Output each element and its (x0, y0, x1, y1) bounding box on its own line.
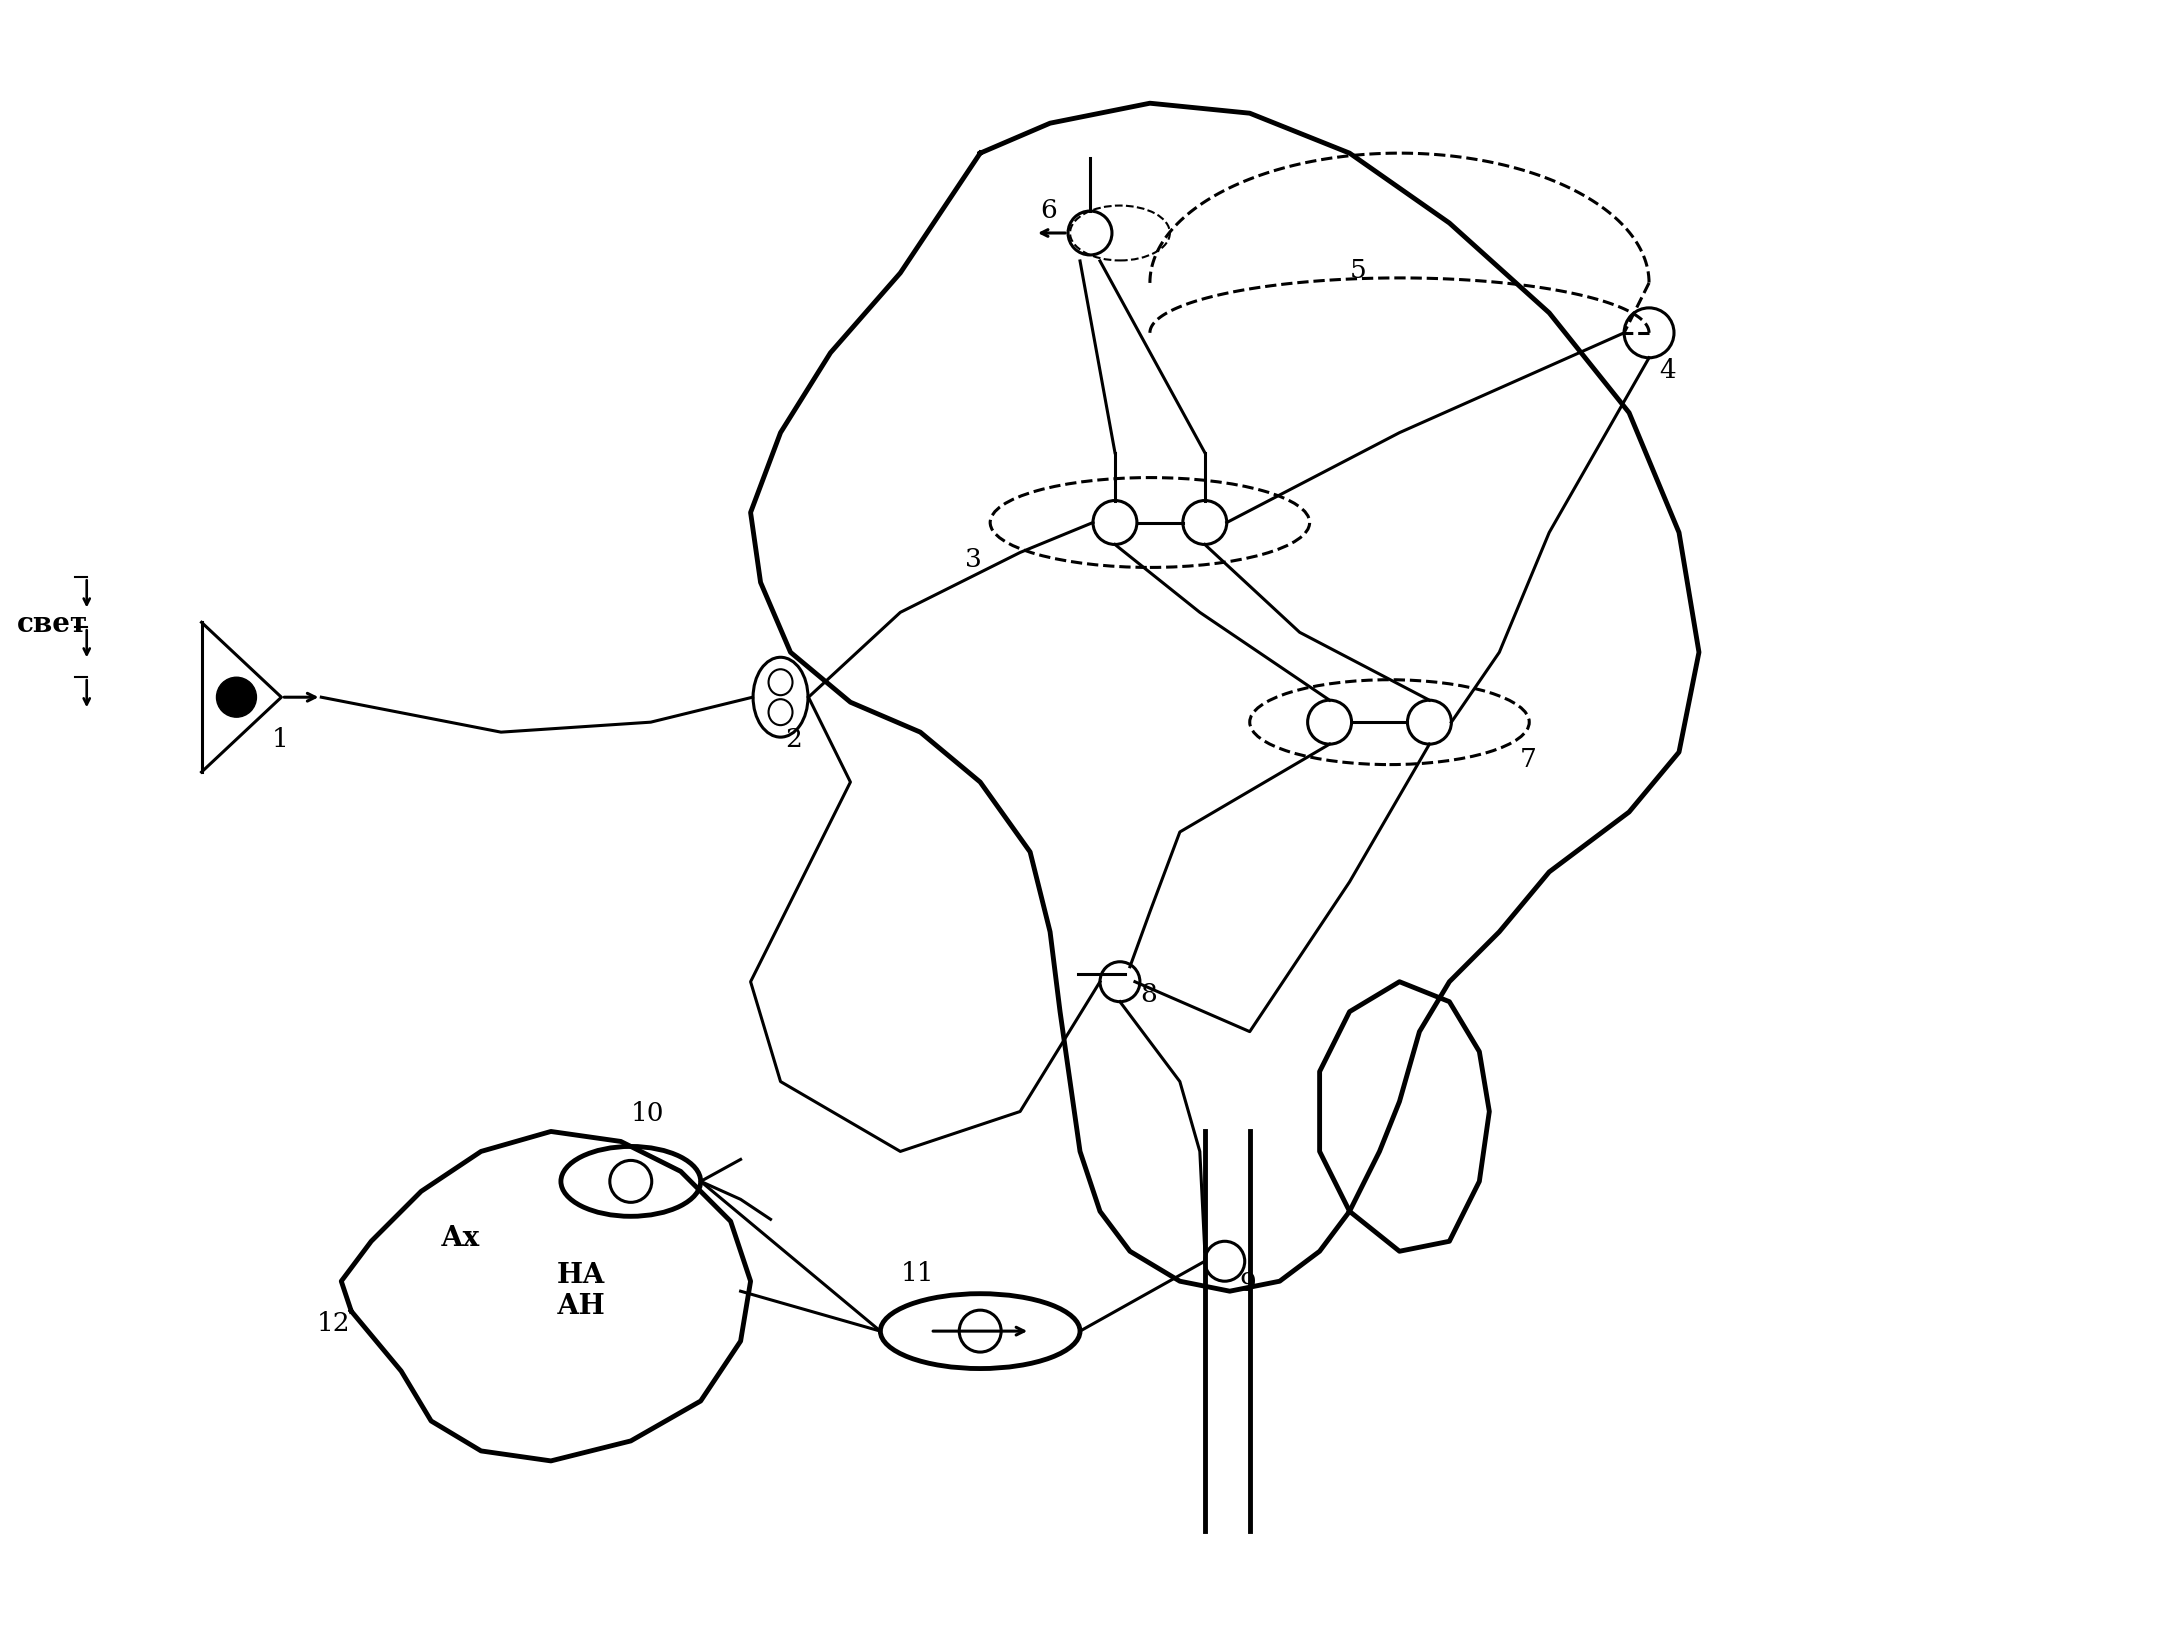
Text: 3: 3 (965, 547, 983, 573)
Text: 2: 2 (786, 728, 802, 752)
Text: 11: 11 (900, 1262, 935, 1286)
Text: 10: 10 (631, 1102, 664, 1126)
Circle shape (216, 677, 256, 716)
Text: 7: 7 (1520, 747, 1535, 772)
Text: свет: свет (17, 612, 87, 638)
Text: 5: 5 (1350, 258, 1367, 282)
Text: Ах: Ах (441, 1226, 480, 1252)
Text: 9: 9 (1241, 1271, 1256, 1296)
Text: 4: 4 (1660, 357, 1675, 384)
Text: 1: 1 (271, 728, 288, 752)
Text: 8: 8 (1140, 982, 1158, 1007)
Text: НА
АН: НА АН (557, 1262, 605, 1320)
Text: 6: 6 (1040, 197, 1057, 224)
Text: 12: 12 (317, 1310, 349, 1337)
